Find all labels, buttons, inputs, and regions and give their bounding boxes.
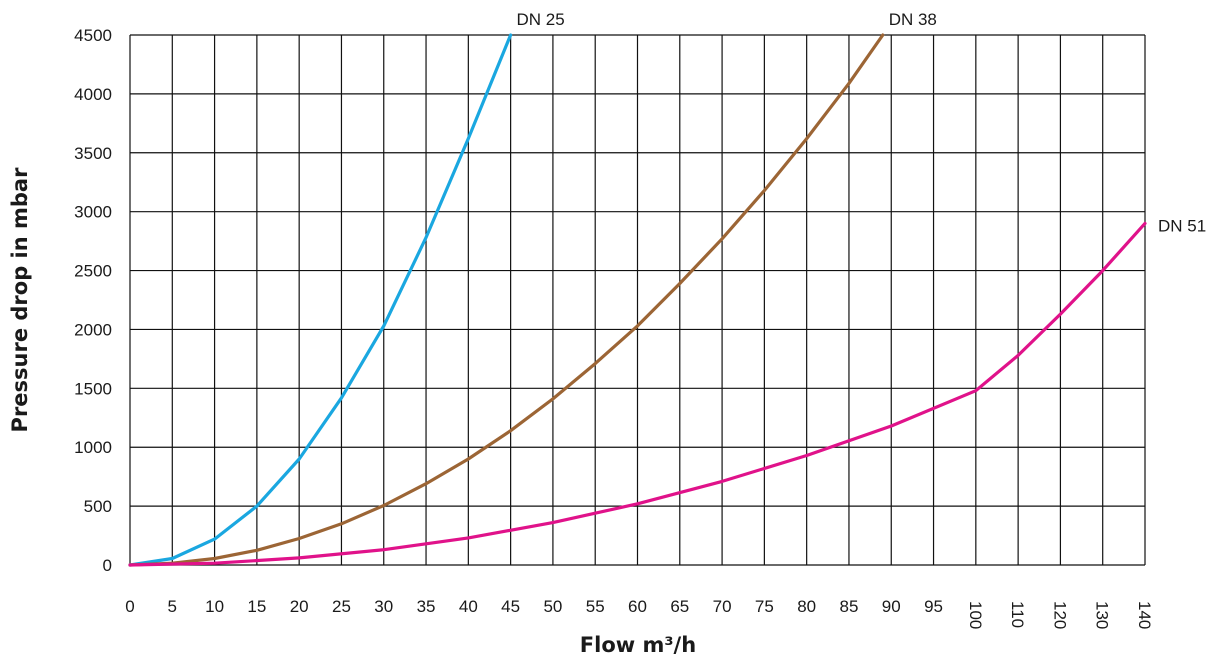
y-tick-label: 3500 [74,144,112,163]
x-tick-label: 80 [797,597,816,616]
y-tick-label: 2000 [74,320,112,339]
y-tick-label: 1500 [74,379,112,398]
y-tick-label: 1000 [74,438,112,457]
series-line-dn-51 [128,221,1147,567]
x-tick-label: 75 [755,597,774,616]
x-tick-label: 85 [839,597,858,616]
x-tick-label: 5 [168,597,177,616]
x-tick-label: 70 [713,597,732,616]
series-label-dn-25: DN 25 [517,10,565,29]
x-tick-label: 90 [882,597,901,616]
x-tick-label: 65 [670,597,689,616]
series-label-dn-38: DN 38 [889,10,937,29]
x-tick-label: 20 [290,597,309,616]
y-tick-label: 4000 [74,85,112,104]
x-tick-label: 50 [543,597,562,616]
series-label-dn-51: DN 51 [1158,216,1206,235]
x-tick-label: 30 [374,597,393,616]
x-tick-label: 0 [125,597,134,616]
x-tick-label: 110 [1008,601,1027,628]
x-tick-label: 40 [459,597,478,616]
y-tick-label: 3000 [74,203,112,222]
series-labels: DN 25 DN 38 DN 51 [517,10,1207,235]
y-tick-label: 4500 [74,26,112,45]
x-axis-ticks: 0 5 10 15 20 25 30 35 40 45 50 55 60 65 70 75 80 85 90 95 10… [125,597,1154,629]
y-tick-label: 500 [84,497,112,516]
series-line-dn-25 [128,33,513,567]
series-lines [128,33,1147,567]
x-tick-label: 15 [247,597,266,616]
x-tick-label: 95 [924,597,943,616]
x-tick-label: 10 [205,597,224,616]
series-line-dn-38 [128,33,885,567]
y-axis-title: Pressure drop in mbar [8,167,32,433]
x-tick-label: 60 [628,597,647,616]
x-tick-label: 120 [1050,601,1069,629]
y-axis-ticks: 0 500 1000 1500 2000 2500 3000 3500 4000 4500 [74,26,112,575]
x-tick-label: 45 [501,597,520,616]
plot-grid [129,34,1146,566]
x-tick-label: 25 [332,597,351,616]
x-axis-title: Flow m³/h [580,633,696,657]
x-tick-label: 55 [586,597,605,616]
y-tick-label: 2500 [74,262,112,281]
x-tick-label: 35 [417,597,436,616]
x-tick-label: 100 [966,601,985,629]
y-tick-label: 0 [103,556,112,575]
x-tick-label: 130 [1093,601,1112,629]
x-tick-label: 140 [1135,601,1154,629]
